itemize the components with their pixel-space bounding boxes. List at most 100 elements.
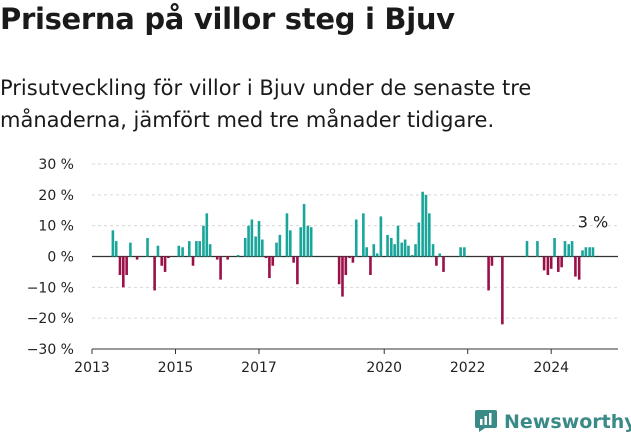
bar	[288, 230, 292, 257]
bar	[424, 194, 428, 257]
bar	[187, 241, 191, 257]
bar	[268, 256, 271, 279]
bar	[264, 256, 268, 259]
bar	[122, 256, 125, 288]
bar	[129, 242, 132, 257]
bar	[118, 256, 122, 275]
bar	[490, 256, 494, 266]
bar	[393, 244, 396, 257]
bar	[125, 256, 128, 275]
bar	[205, 213, 209, 257]
bar-chart: 30 %20 %10 %0 %−10 %−20 %−30 % 2013 2015 2…	[27, 157, 618, 376]
bar	[198, 241, 201, 257]
bar	[181, 247, 184, 257]
y-tick-label: −20 %	[27, 311, 74, 327]
bar	[557, 256, 560, 272]
bar	[463, 247, 466, 257]
bar	[584, 247, 588, 257]
bar	[442, 256, 445, 272]
bar	[549, 256, 553, 269]
bar	[362, 213, 365, 257]
bar	[163, 256, 167, 272]
bar	[369, 256, 372, 275]
bar	[428, 213, 431, 257]
bar	[403, 239, 407, 257]
bar	[135, 256, 139, 260]
chart-title: Priserna på villor steg i Bjuv	[0, 2, 455, 36]
bar	[574, 256, 577, 277]
bar	[236, 254, 240, 257]
last-value-annotation: 3 %	[578, 212, 608, 231]
x-tick-label: 2013	[74, 360, 110, 376]
bar	[414, 244, 417, 257]
chart-subtitle: Prisutveckling för villor i Bjuv under d…	[0, 76, 532, 132]
bar	[296, 256, 299, 285]
bar	[546, 256, 550, 275]
y-tick-label: 30 %	[38, 157, 74, 173]
bar	[292, 256, 295, 263]
bar	[257, 221, 261, 257]
bar	[386, 234, 389, 257]
bar	[553, 238, 556, 257]
bar	[306, 225, 310, 257]
bar	[219, 256, 222, 280]
bar	[160, 256, 164, 266]
bar	[581, 250, 584, 257]
bar	[400, 242, 404, 257]
bar	[431, 244, 435, 257]
x-tick-label: 2017	[241, 360, 277, 376]
y-tick-label: −30 %	[27, 342, 74, 358]
y-axis-labels: 30 % 20 % 10 % 0 % −10 % −20 % −30 %	[27, 157, 74, 358]
bar	[247, 225, 250, 257]
bar	[302, 204, 306, 257]
bar	[487, 256, 490, 291]
bar	[344, 256, 348, 275]
y-tick-label: 10 %	[38, 219, 74, 235]
bar	[354, 219, 358, 257]
bar	[226, 256, 229, 260]
bar	[177, 245, 181, 257]
bar	[341, 256, 344, 297]
bar	[195, 241, 198, 257]
y-tick-label: 0 %	[47, 250, 74, 266]
bar	[215, 256, 219, 260]
bar	[299, 227, 303, 257]
bar	[111, 230, 115, 257]
y-tick-label: 20 %	[38, 188, 74, 204]
bar	[501, 256, 504, 325]
bar	[459, 247, 462, 257]
bar	[407, 245, 410, 257]
bar	[570, 241, 574, 257]
bar	[563, 241, 567, 257]
bar	[202, 225, 205, 257]
bar	[390, 238, 393, 257]
bar	[379, 216, 383, 257]
x-tick-label: 2024	[533, 360, 569, 376]
bar	[351, 256, 355, 263]
bar	[542, 256, 546, 271]
x-tick-label: 2022	[450, 360, 486, 376]
bar	[243, 238, 247, 257]
bar	[396, 225, 400, 257]
bar	[435, 256, 438, 266]
newsworthy-logo[interactable]: Newsworthy	[474, 408, 631, 436]
bar	[417, 222, 421, 257]
y-tick-label: −10 %	[27, 280, 74, 296]
bar	[560, 256, 563, 268]
bars	[111, 191, 595, 325]
bar	[146, 238, 149, 257]
bar	[208, 244, 212, 257]
bar	[153, 256, 156, 291]
bar	[365, 247, 368, 257]
bar	[156, 245, 160, 257]
bar	[577, 256, 581, 280]
bar	[278, 234, 282, 257]
bar	[275, 242, 278, 257]
bar	[309, 227, 313, 257]
bar	[337, 256, 341, 285]
bar	[250, 219, 254, 257]
newsworthy-logo-icon	[474, 408, 498, 436]
bar	[421, 191, 424, 257]
bar	[167, 256, 170, 259]
bar	[438, 253, 442, 257]
